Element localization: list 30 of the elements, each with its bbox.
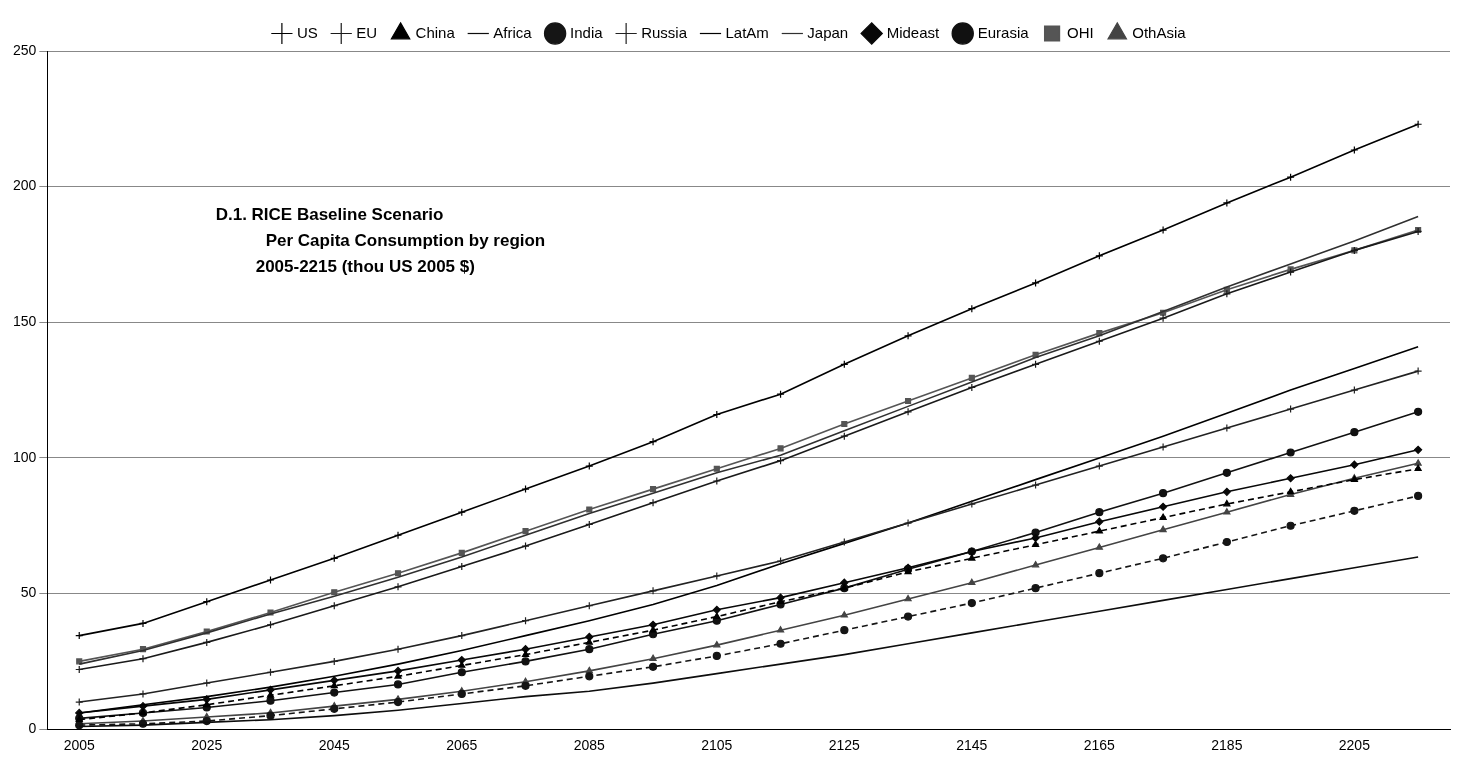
y-tick-label: 200 [13, 177, 37, 194]
x-tick-label: 2005 [63, 737, 96, 754]
x-tick-label: 2065 [446, 737, 478, 754]
x-tick-label: 2205 [1338, 737, 1371, 754]
legend-label: LatAm [725, 23, 769, 41]
x-tick-label: 2085 [573, 737, 606, 754]
legend-label: Eurasia [977, 23, 1030, 41]
legend-label: US [296, 23, 318, 41]
y-tick-label: 50 [20, 584, 37, 601]
x-tick-label: 2165 [1083, 737, 1116, 754]
x-tick-label: 2045 [318, 737, 351, 754]
legend-label: Japan [807, 23, 849, 41]
y-tick-label: 150 [13, 313, 37, 330]
legend-label: OHI [1067, 23, 1094, 41]
x-tick-label: 2105 [701, 737, 733, 754]
y-tick-label: 100 [13, 448, 37, 465]
x-tick-label: 2025 [191, 737, 223, 754]
legend-label: China [415, 23, 456, 41]
legend-label: India [570, 23, 604, 41]
legend-label: OthAsia [1132, 23, 1187, 41]
x-tick-label: 2125 [828, 737, 861, 754]
y-tick-label: 0 [28, 720, 37, 737]
x-tick-label: 2145 [956, 737, 988, 754]
y-tick-label: 250 [13, 41, 37, 58]
legend-label: Mideast [886, 23, 941, 41]
legend-label: EU [356, 23, 378, 41]
legend-label: Africa [493, 23, 533, 41]
x-tick-label: 2185 [1211, 737, 1243, 754]
text: D.1. RICE Baseline Scenario Per Capita Consumption by region 2005-2215 (thou US 2005 $) [215, 205, 546, 277]
legend-label: Russia [641, 23, 688, 41]
